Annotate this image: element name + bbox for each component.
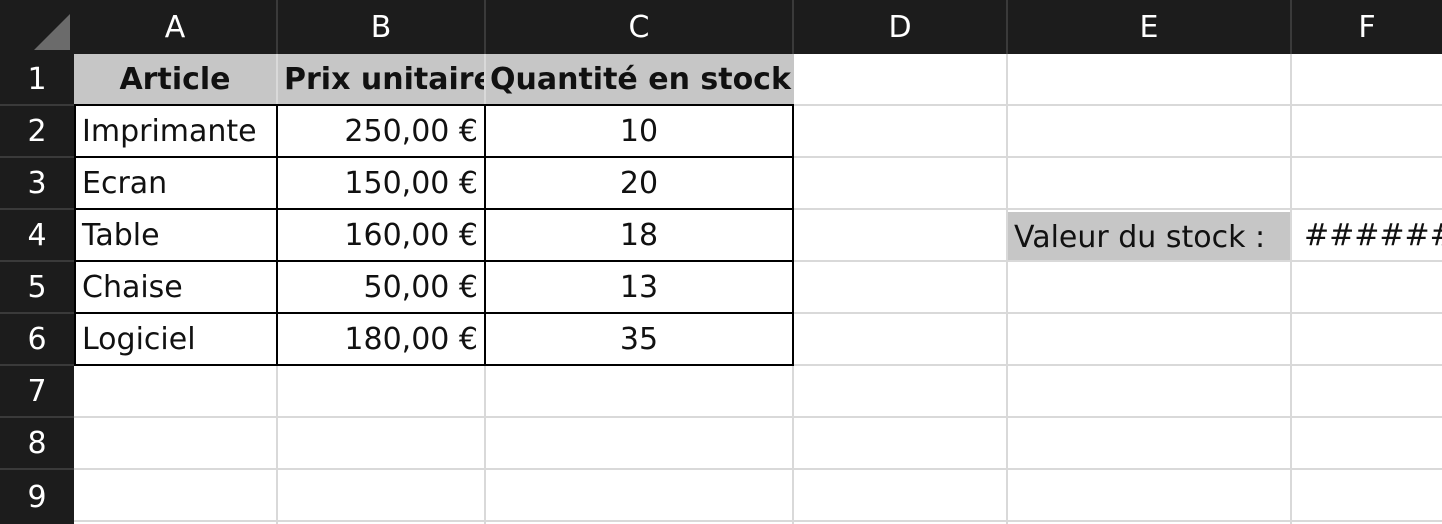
cell-b3[interactable]: 150,00 € — [344, 165, 478, 201]
stock-label-fill — [1008, 212, 1292, 262]
table-border — [74, 104, 76, 366]
cell-c6[interactable]: 35 — [619, 321, 659, 357]
cell-a6[interactable]: Logiciel — [82, 321, 196, 357]
column-header-c[interactable]: C — [486, 0, 794, 54]
table-border — [74, 260, 794, 262]
row-header-3[interactable]: 3 — [0, 158, 74, 210]
cell-c3[interactable]: 20 — [619, 165, 659, 201]
table-border — [74, 156, 794, 158]
cell-b2[interactable]: 250,00 € — [344, 113, 478, 149]
row-header-7[interactable]: 7 — [0, 366, 74, 418]
table-border — [74, 208, 794, 210]
column-header-d[interactable]: D — [794, 0, 1008, 54]
gridline-h — [74, 468, 1442, 470]
gridline-v — [1006, 54, 1008, 524]
cell-a2[interactable]: Imprimante — [82, 113, 257, 149]
column-header-e[interactable]: E — [1008, 0, 1292, 54]
cell-a5[interactable]: Chaise — [82, 269, 183, 305]
column-header-f[interactable]: F — [1292, 0, 1442, 54]
column-header-b[interactable]: B — [278, 0, 486, 54]
row-header-5[interactable]: 5 — [0, 262, 74, 314]
cell-f4[interactable]: ###### — [1304, 217, 1442, 253]
select-all-corner[interactable] — [0, 0, 74, 54]
cell-b4[interactable]: 160,00 € — [344, 217, 478, 253]
cell-a4[interactable]: Table — [82, 217, 160, 253]
table-border — [792, 104, 794, 366]
cell-c2[interactable]: 10 — [619, 113, 659, 149]
table-border — [74, 312, 794, 314]
row-header-6[interactable]: 6 — [0, 314, 74, 366]
table-border — [74, 104, 794, 106]
cell-e4[interactable]: Valeur du stock : — [1014, 219, 1266, 255]
gridline-v — [1290, 54, 1292, 524]
table-border — [484, 104, 486, 366]
row-header-2[interactable]: 2 — [0, 106, 74, 158]
table-border — [276, 104, 278, 366]
cell-b6[interactable]: 180,00 € — [344, 321, 478, 357]
cell-b5[interactable]: 50,00 € — [363, 269, 478, 305]
row-header-4[interactable]: 4 — [0, 210, 74, 262]
cell-b1[interactable]: Prix unitaire — [278, 54, 484, 104]
cell-c1[interactable]: Quantité en stock — [486, 54, 794, 104]
row-header-9[interactable]: 9 — [0, 470, 74, 524]
row-header-8[interactable]: 8 — [0, 418, 74, 470]
select-all-icon — [34, 14, 70, 50]
gridline-h — [74, 416, 1442, 418]
table-border — [74, 364, 794, 366]
row-header-1[interactable]: 1 — [0, 54, 74, 106]
cell-c4[interactable]: 18 — [619, 217, 659, 253]
cell-a1[interactable]: Article — [74, 54, 276, 104]
cell-c5[interactable]: 13 — [619, 269, 659, 305]
gridline-h — [74, 520, 1442, 522]
cell-a3[interactable]: Ecran — [82, 165, 168, 201]
column-header-a[interactable]: A — [74, 0, 278, 54]
